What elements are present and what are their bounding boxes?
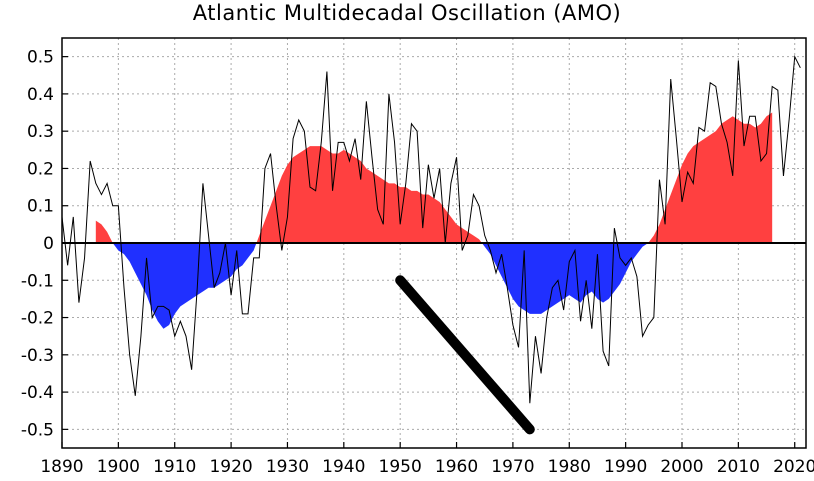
positive-area bbox=[648, 112, 773, 243]
positive-area bbox=[256, 146, 482, 243]
chart-title: Atlantic Multidecadal Oscillation (AMO) bbox=[192, 1, 622, 25]
y-tick-label: 0.1 bbox=[27, 197, 54, 217]
positive-area bbox=[95, 220, 113, 243]
x-tick-label: 1970 bbox=[491, 457, 534, 476]
x-tick-label: 1980 bbox=[548, 457, 591, 476]
x-tick-label: 2020 bbox=[773, 457, 814, 476]
annual-series-line bbox=[61, 54, 801, 404]
x-tick-label: 1910 bbox=[153, 457, 196, 476]
x-tick-label: 2010 bbox=[717, 457, 760, 476]
y-tick-label: -0.5 bbox=[21, 420, 54, 440]
x-tick-label: 1920 bbox=[209, 457, 252, 476]
y-tick-label: -0.1 bbox=[21, 271, 54, 291]
y-tick-label: 0.2 bbox=[27, 159, 54, 179]
x-tick-label: 1940 bbox=[322, 457, 365, 476]
x-tick-label: 1930 bbox=[266, 457, 309, 476]
trend-line bbox=[395, 275, 535, 435]
x-tick-label: 1950 bbox=[379, 457, 422, 476]
y-tick-label: 0.3 bbox=[27, 122, 54, 142]
negative-area bbox=[112, 243, 257, 329]
x-tick-label: 1900 bbox=[97, 457, 140, 476]
x-tick-label: 1890 bbox=[40, 457, 83, 476]
y-tick-label: 0.5 bbox=[27, 48, 54, 68]
y-tick-label: 0 bbox=[43, 234, 54, 254]
y-tick-label: -0.3 bbox=[21, 346, 54, 366]
y-tick-label: -0.4 bbox=[21, 383, 54, 403]
negative-area bbox=[481, 243, 649, 314]
x-tick-label: 1960 bbox=[435, 457, 478, 476]
x-tick-label: 2000 bbox=[660, 457, 703, 476]
y-tick-label: -0.2 bbox=[21, 309, 54, 329]
x-tick-label: 1990 bbox=[604, 457, 647, 476]
y-tick-label: 0.4 bbox=[27, 85, 54, 105]
